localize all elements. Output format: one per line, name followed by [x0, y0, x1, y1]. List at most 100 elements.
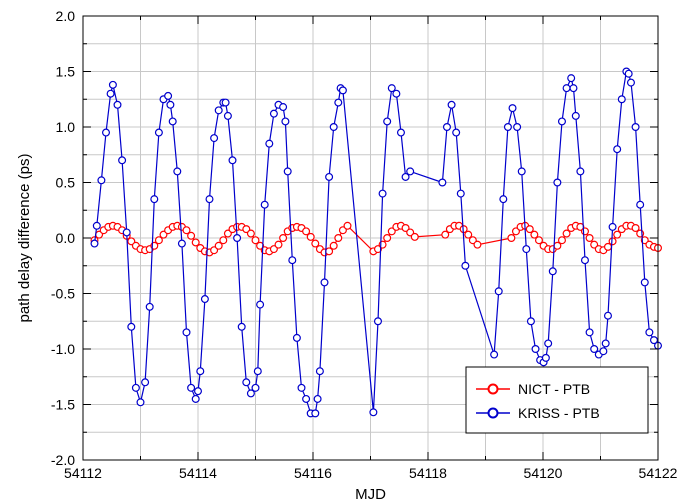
data-point	[640, 278, 649, 287]
data-point	[118, 156, 127, 165]
data-point	[503, 122, 512, 131]
data-point	[219, 236, 228, 245]
legend-marker-0	[487, 383, 499, 395]
data-point	[311, 239, 320, 248]
legend-marker-1	[487, 407, 499, 419]
x-tick-label: 54116	[294, 465, 332, 481]
data-point	[306, 232, 315, 241]
data-point	[182, 328, 191, 337]
data-point	[447, 100, 456, 109]
y-tick-label: 0.5	[56, 175, 76, 191]
data-point	[242, 378, 251, 387]
legend-entries: NICT - PTB KRISS - PTB	[476, 381, 600, 421]
data-point	[442, 122, 451, 131]
data-point	[517, 167, 526, 176]
y-tick-label: 2.0	[56, 8, 76, 24]
y-tick-label: -1.0	[51, 341, 75, 357]
data-point	[106, 89, 115, 98]
data-point	[297, 383, 306, 392]
data-point	[396, 128, 405, 137]
data-point	[97, 176, 106, 185]
data-point	[251, 236, 260, 245]
data-point	[196, 367, 205, 376]
data-point	[373, 317, 382, 326]
data-point	[191, 238, 200, 247]
data-point	[464, 230, 473, 239]
x-tick-label: 54112	[64, 465, 102, 481]
data-point	[585, 328, 594, 337]
x-axis-title: MJD	[355, 486, 386, 503]
data-point	[410, 232, 419, 241]
data-point	[392, 89, 401, 98]
data-point	[283, 167, 292, 176]
data-point	[329, 241, 338, 250]
data-point	[214, 106, 223, 115]
data-point	[223, 111, 232, 120]
data-point	[233, 234, 242, 243]
data-point	[168, 117, 177, 126]
legend-label-0: NICT - PTB	[518, 381, 590, 397]
data-point	[320, 278, 329, 287]
data-point	[253, 367, 262, 376]
data-point	[603, 311, 612, 320]
data-point	[507, 234, 516, 243]
data-point	[136, 398, 145, 407]
x-tick-label: 54122	[639, 465, 678, 481]
data-point	[325, 172, 334, 181]
data-point	[534, 236, 543, 245]
data-point	[338, 86, 347, 95]
data-point	[279, 103, 288, 112]
data-point	[141, 378, 150, 387]
data-point	[441, 230, 450, 239]
data-point	[508, 104, 517, 113]
data-point	[557, 117, 566, 126]
y-axis-title: path delay difference (ps)	[16, 154, 33, 323]
data-point	[557, 236, 566, 245]
data-point	[311, 409, 320, 418]
data-point	[251, 383, 260, 392]
data-point	[613, 230, 622, 239]
data-point	[548, 267, 557, 276]
legend-label-1: KRISS - PTB	[518, 405, 600, 421]
ticks	[82, 15, 659, 461]
data-point	[473, 240, 482, 249]
data-point	[90, 239, 99, 248]
data-point	[438, 178, 447, 187]
data-point	[177, 239, 186, 248]
data-point	[122, 228, 131, 237]
data-point	[256, 300, 265, 309]
data-point	[562, 229, 571, 238]
data-point	[113, 100, 122, 109]
y-tick-label: 1.5	[56, 64, 76, 80]
data-point	[580, 256, 589, 265]
data-point	[526, 317, 535, 326]
data-point	[456, 189, 465, 198]
data-point	[608, 222, 617, 231]
data-point	[279, 234, 288, 243]
data-point	[274, 240, 283, 249]
data-point	[154, 128, 163, 137]
legend-box	[465, 366, 649, 434]
x-tick-label: 54118	[409, 465, 447, 481]
data-point	[530, 230, 539, 239]
data-point	[302, 394, 311, 403]
data-point	[315, 367, 324, 376]
data-point	[590, 345, 599, 354]
data-point	[613, 145, 622, 154]
data-point	[553, 178, 562, 187]
y-tick-label: -1.5	[51, 397, 75, 413]
data-point	[513, 122, 522, 131]
data-point	[228, 156, 237, 165]
data-point	[246, 229, 255, 238]
data-point	[383, 234, 392, 243]
x-tick-label: 54114	[179, 465, 217, 481]
data-point	[636, 200, 645, 209]
data-point	[461, 261, 470, 270]
data-point	[182, 226, 191, 235]
data-point	[334, 98, 343, 107]
data-point	[288, 256, 297, 265]
data-point	[292, 333, 301, 342]
data-point	[580, 227, 589, 236]
series-1	[90, 67, 662, 418]
data-point	[624, 69, 633, 78]
